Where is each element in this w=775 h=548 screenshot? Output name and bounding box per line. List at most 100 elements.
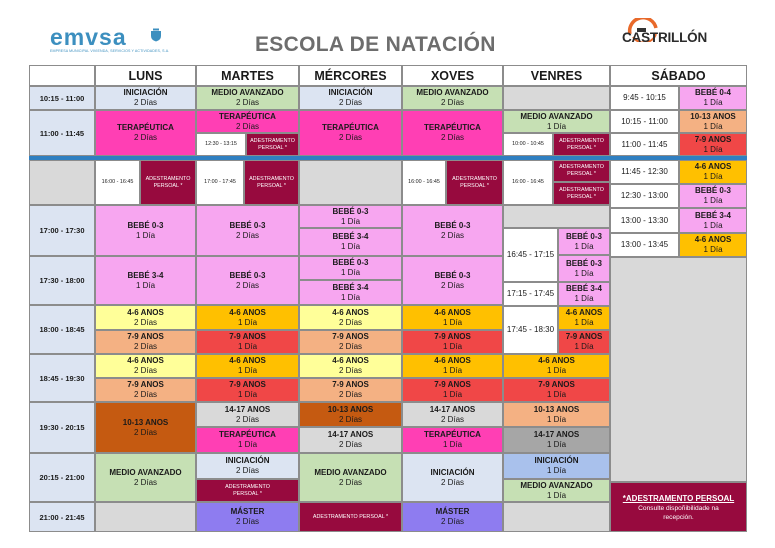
mercores-bebe34-4: BEBÉ 3-4 1 Día xyxy=(299,228,402,256)
martes-adest-1-text-1: ADESTRAMENTO xyxy=(250,137,295,144)
venres-79-6: 7-9 ANOS 1 Día xyxy=(558,330,610,354)
luns-1013-text-1: 10-13 ANOS xyxy=(122,417,169,427)
luns-medio-9: MEDIO AVANZADO 2 Días xyxy=(95,453,196,502)
venres-adest-2-text-1: ADESTRAMENTO xyxy=(559,137,604,144)
mercores-bebe03-5-text-2: 1 Día xyxy=(340,268,361,277)
xoves-adest-3-text-1: ADESTRAMENTO xyxy=(452,175,497,182)
luns-79-6-text-1: 7-9 ANOS xyxy=(127,332,164,341)
venres-iniciacion-9: INICIACIÓN 1 Día xyxy=(503,453,610,479)
mercores-medio-9: MEDIO AVANZADO 2 Días xyxy=(299,453,402,502)
luns-bebe03-text-2: 1 Día xyxy=(135,230,156,240)
time-r1-text-1: 10:15 - 11:00 xyxy=(39,93,85,103)
xoves-bebe03-5-text-1: BEBÉ 0-3 xyxy=(434,270,471,280)
venres-bebe03-4b-text-2: 1 Día xyxy=(574,268,594,278)
martes-46-6-text-2: 1 Día xyxy=(237,317,258,327)
time-r2: 11:00 - 11:45 xyxy=(29,110,95,156)
sabado-79-text-2: 1 Día xyxy=(703,144,723,154)
venres-bebe34-5: BEBÉ 3-4 1 Día xyxy=(558,282,610,306)
sabado-79-text-1: 7-9 ANOS xyxy=(694,134,732,144)
martes-medio-1-text-1: MEDIO AVANZADO xyxy=(211,88,284,97)
mercores-terapeutica-text-2: 2 Días xyxy=(338,133,363,142)
mercores-bebe03-5-text-1: BEBÉ 0-3 xyxy=(332,258,369,267)
martes-iniciacion-9: INICIACIÓN 2 Días xyxy=(196,453,299,479)
mercores-79-7-text-2: 2 Días xyxy=(338,390,363,399)
mercores-bebe34-5-text-2: 1 Día xyxy=(340,292,361,302)
venres-medio-9-text-2: 1 Día xyxy=(546,490,567,500)
mercores-46-6: 4-6 ANOS 2 Días xyxy=(299,305,402,330)
venres-subtime-2-text-1: 10:00 - 10:45 xyxy=(512,141,544,147)
martes-79-7-text-2: 1 Día xyxy=(237,390,258,399)
mercores-empty-3 xyxy=(299,160,402,205)
martes-terapeutica-text-2: 2 Días xyxy=(235,121,260,131)
luns-79-6: 7-9 ANOS 2 Días xyxy=(95,330,196,354)
martes-1417-text-1: 14-17 ANOS xyxy=(224,404,271,414)
mercores-terapeutica-text-1: TERAPÉUTICA xyxy=(322,123,379,132)
martes-subtime-1-text-1: 12:30 - 13:15 xyxy=(205,141,237,147)
martes-medio-1: MEDIO AVANZADO 2 Días xyxy=(196,86,299,110)
sabado-46-1-text-2: 1 Día xyxy=(703,172,723,181)
martes-bebe03-4-text-2: 2 Días xyxy=(235,230,260,240)
martes-adest-1: ADESTRAMENTO PERSOAL * xyxy=(246,133,299,156)
venres-adest-3a: ADESTRAMENTO PERSOAL * xyxy=(553,160,610,182)
xoves-46-6-text-2: 1 Día xyxy=(442,317,463,327)
emvsa-logo-subtitle: EMPRESA MUNICIPAL VIVIENDA, SERVICIOS Y … xyxy=(50,49,170,53)
xoves-46-6-text-1: 4-6 ANOS xyxy=(434,307,471,317)
martes-terapeutica-8-text-1: TERAPÉUTICA xyxy=(219,430,276,439)
venres-bebe34-5-text-2: 1 Día xyxy=(574,294,594,303)
martes-79-7-text-1: 7-9 ANOS xyxy=(229,380,266,389)
sabado-time-d: 11:45 - 12:30 xyxy=(610,160,679,184)
time-r10-text-1: 21:00 - 21:45 xyxy=(39,512,85,522)
venres-bebe03-4-text-1: BEBÉ 0-3 xyxy=(565,231,602,241)
venres-adest-3b-text-2: PERSOAL * xyxy=(567,193,596,200)
day-header-venres-text-1: VENRES xyxy=(530,68,583,83)
martes-subtime-3: 17:00 - 17:45 xyxy=(196,160,244,205)
day-header-luns-text-1: LUNS xyxy=(128,68,163,83)
mercores-adest-10: ADESTRAMENTO PERSOAL * xyxy=(299,502,402,532)
time-r4: 17:00 - 17:30 xyxy=(29,205,95,256)
sabado-79: 7-9 ANOS 1 Día xyxy=(679,133,747,156)
sabado-bebe04: BEBÉ 0-4 1 Día xyxy=(679,86,747,110)
mercores-bebe03-5: BEBÉ 0-3 1 Día xyxy=(299,256,402,280)
xoves-medio-1-text-1: MEDIO AVANZADO xyxy=(416,88,489,97)
emvsa-logo: emvsa EMPRESA MUNICIPAL VIVIENDA, SERVIC… xyxy=(50,26,170,56)
mercores-79-6-text-2: 2 Días xyxy=(338,342,363,351)
venres-46-6-text-1: 4-6 ANOS xyxy=(565,308,603,317)
venres-bebe34-5-text-1: BEBÉ 3-4 xyxy=(565,284,602,293)
time-r5-text-1: 17:30 - 18:00 xyxy=(39,276,85,285)
sabado-46-1: 4-6 ANOS 1 Día xyxy=(679,160,747,184)
time-r10: 21:00 - 21:45 xyxy=(29,502,95,532)
time-r2-text-1: 11:00 - 11:45 xyxy=(39,128,85,138)
luns-iniciacion-1-text-1: INICIACIÓN xyxy=(123,88,168,97)
xoves-subtime-3: 16:00 - 16:45 xyxy=(402,160,446,205)
venres-46-7-text-1: 4-6 ANOS xyxy=(538,356,575,365)
venres-subtime-5-text-1: 17:15 - 17:45 xyxy=(506,289,555,298)
mercores-bebe03-4: BEBÉ 0-3 1 Día xyxy=(299,205,402,228)
luns-1013: 10-13 ANOS 2 Días xyxy=(95,402,196,453)
sabado-1013: 10-13 ANOS 1 Día xyxy=(679,110,747,133)
venres-1013-text-2: 1 Día xyxy=(546,414,567,424)
xoves-master: MÁSTER 2 Días xyxy=(402,502,503,532)
martes-medio-1-text-2: 2 Días xyxy=(235,98,260,107)
luns-subtime-3-text-1: 16:00 - 16:45 xyxy=(101,179,134,185)
castrillon-logo-word: CASTRILLÓN xyxy=(622,30,707,45)
mercores-1013: 10-13 ANOS 2 Días xyxy=(299,402,402,427)
mercores-79-6: 7-9 ANOS 2 Días xyxy=(299,330,402,354)
venres-adest-3b-text-1: ADESTRAMENTO xyxy=(559,186,604,193)
mercores-79-6-text-1: 7-9 ANOS xyxy=(332,332,369,341)
mercores-79-7-text-1: 7-9 ANOS xyxy=(332,380,369,389)
note-text: Consulte dispoñibilidade na recepción. xyxy=(638,504,719,521)
venres-medio-9: MEDIO AVANZADO 1 Día xyxy=(503,479,610,502)
venres-subtime-4-text-1: 16:45 - 17:15 xyxy=(506,250,555,259)
sabado-time-g-text-1: 13:00 - 13:45 xyxy=(620,240,669,249)
sabado-46-2: 4-6 ANOS 1 Día xyxy=(679,233,747,257)
martes-terapeutica: TERAPÉUTICA 2 Días xyxy=(196,110,299,133)
day-header-venres: VENRES xyxy=(503,65,610,86)
luns-79-7-text-1: 7-9 ANOS xyxy=(127,380,164,389)
luns-terapeutica-text-2: 2 Días xyxy=(133,133,158,142)
sabado-bebe03-text-2: 1 Día xyxy=(703,196,723,205)
martes-master: MÁSTER 2 Días xyxy=(196,502,299,532)
xoves-terapeutica-8-text-1: TERAPÉUTICA xyxy=(424,430,481,439)
xoves-terapeutica-text-2: 2 Días xyxy=(440,133,465,142)
xoves-adest-3-text-2: PERSOAL * xyxy=(460,182,489,189)
mercores-terapeutica: TERAPÉUTICA 2 Días xyxy=(299,110,402,156)
